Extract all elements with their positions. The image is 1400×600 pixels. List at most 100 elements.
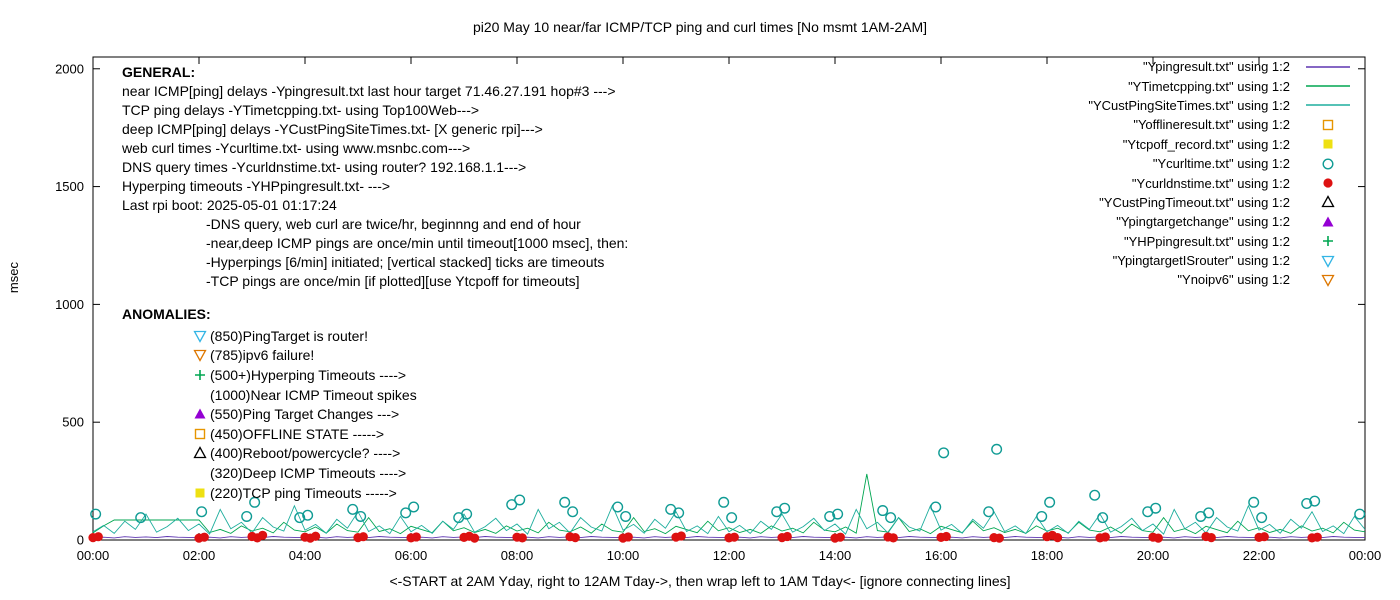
open-triangle-icon [1300, 194, 1356, 210]
anomaly-label: (320)Deep ICMP Timeouts ----> [210, 464, 407, 481]
svg-text:20:00: 20:00 [1137, 548, 1170, 563]
legend-label: "YCustPingTimeout.txt" using 1:2 [1099, 194, 1290, 210]
svg-text:500: 500 [62, 415, 84, 430]
svg-text:1500: 1500 [55, 179, 84, 194]
legend-label: "Ynoipv6" using 1:2 [1177, 272, 1290, 288]
legend-row: "YpingtargetISrouter" using 1:2 [1088, 251, 1356, 270]
svg-text:2000: 2000 [55, 61, 84, 76]
legend-label: "YTimetcpping.txt" using 1:2 [1128, 78, 1290, 94]
annotation-note: -DNS query, web curl are twice/hr, begin… [206, 216, 581, 232]
line-sample-icon [1300, 78, 1356, 94]
legend: "Ypingresult.txt" using 1:2 "YTimetcppin… [1088, 57, 1356, 290]
annotation-line: near ICMP[ping] delays -Ypingresult.txt … [122, 83, 616, 99]
no-marker [193, 387, 208, 403]
legend-row: "Ynoipv6" using 1:2 [1088, 270, 1356, 289]
open-triangle-icon [193, 445, 208, 461]
legend-label: "YCustPingSiteTimes.txt" using 1:2 [1088, 97, 1290, 113]
legend-row: "Yofflineresult.txt" using 1:2 [1088, 115, 1356, 134]
legend-row: "Ypingresult.txt" using 1:2 [1088, 57, 1356, 76]
legend-label: "Ypingresult.txt" using 1:2 [1142, 59, 1290, 75]
svg-text:04:00: 04:00 [289, 548, 322, 563]
anomaly-row: (320)Deep ICMP Timeouts ----> [122, 463, 417, 483]
legend-row: "Ypingtargetchange" using 1:2 [1088, 212, 1356, 231]
annotation-line: Hyperping timeouts -YHPpingresult.txt- -… [122, 178, 391, 194]
filled-square-icon [193, 485, 208, 501]
legend-row: "Ycurltime.txt" using 1:2 [1088, 154, 1356, 173]
legend-row: "Ytcpoff_record.txt" using 1:2 [1088, 135, 1356, 154]
svg-text:14:00: 14:00 [819, 548, 852, 563]
svg-text:12:00: 12:00 [713, 548, 746, 563]
svg-text:0: 0 [77, 533, 84, 548]
anomaly-row: (400)Reboot/powercycle? ----> [122, 444, 417, 464]
line-sample-icon [1300, 59, 1356, 75]
x-axis-label: <-START at 2AM Yday, right to 12AM Tday-… [389, 573, 1011, 589]
filled-triangle-icon [193, 406, 208, 422]
anomaly-row: (550)Ping Target Changes ---> [122, 404, 417, 424]
annotation-note: -TCP pings are once/min [if plotted][use… [206, 273, 580, 289]
filled-square-icon [1300, 136, 1356, 152]
annotation-line: DNS query times -Ycurldnstime.txt- using… [122, 159, 527, 175]
svg-text:16:00: 16:00 [925, 548, 958, 563]
open-square-icon [193, 426, 208, 442]
legend-label: "YHPpingresult.txt" using 1:2 [1123, 233, 1290, 249]
plus-icon [193, 367, 208, 383]
chart-title: pi20 May 10 near/far ICMP/TCP ping and c… [472, 19, 928, 35]
legend-row: "YHPpingresult.txt" using 1:2 [1088, 232, 1356, 251]
general-heading: GENERAL: [122, 64, 196, 80]
legend-label: "Ycurldnstime.txt" using 1:2 [1131, 175, 1290, 191]
down-triangle-icon [1300, 272, 1356, 288]
legend-row: "Ycurldnstime.txt" using 1:2 [1088, 173, 1356, 192]
legend-row: "YCustPingSiteTimes.txt" using 1:2 [1088, 96, 1356, 115]
filled-triangle-icon [1300, 214, 1356, 230]
plus-icon [1300, 233, 1356, 249]
svg-text:02:00: 02:00 [183, 548, 216, 563]
filled-circle-icon [1300, 175, 1356, 191]
anomaly-label: (500+)Hyperping Timeouts ----> [210, 366, 407, 383]
anomaly-row: (220)TCP ping Timeouts -----> [122, 483, 417, 503]
general-annotation-block: GENERAL: near ICMP[ping] delays -Ypingre… [122, 63, 628, 291]
legend-label: "YpingtargetISrouter" using 1:2 [1112, 253, 1290, 269]
svg-text:08:00: 08:00 [501, 548, 534, 563]
anomaly-row: (785)ipv6 failure! [122, 346, 417, 366]
svg-text:00:00: 00:00 [1349, 548, 1382, 563]
legend-label: "Yofflineresult.txt" using 1:2 [1133, 117, 1290, 133]
anomaly-row: (850)PingTarget is router! [122, 326, 417, 346]
svg-text:1000: 1000 [55, 297, 84, 312]
legend-row: "YCustPingTimeout.txt" using 1:2 [1088, 193, 1356, 212]
legend-label: "Ycurltime.txt" using 1:2 [1152, 156, 1290, 172]
anomaly-label: (850)PingTarget is router! [210, 327, 368, 344]
anomaly-row: (500+)Hyperping Timeouts ----> [122, 365, 417, 385]
anomalies-heading: ANOMALIES: [122, 306, 211, 322]
anomaly-row: (450)OFFLINE STATE -----> [122, 424, 417, 444]
svg-text:00:00: 00:00 [77, 548, 110, 563]
anomaly-label: (400)Reboot/powercycle? ----> [210, 445, 401, 462]
down-triangle-icon [193, 328, 208, 344]
annotation-line: deep ICMP[ping] delays -YCustPingSiteTim… [122, 121, 543, 137]
anomaly-label: (1000)Near ICMP Timeout spikes [210, 386, 417, 403]
anomaly-row: (1000)Near ICMP Timeout spikes [122, 385, 417, 405]
down-triangle-icon [193, 347, 208, 363]
annotation-note: -Hyperpings [6/min] initiated; [vertical… [206, 254, 605, 270]
line-sample-icon [1300, 97, 1356, 113]
legend-label: "Ytcpoff_record.txt" using 1:2 [1122, 136, 1290, 152]
open-circle-icon [1300, 156, 1356, 172]
annotation-line: TCP ping delays -YTimetcpping.txt- using… [122, 102, 480, 118]
annotation-note: -near,deep ICMP pings are once/min until… [206, 235, 629, 251]
svg-text:06:00: 06:00 [395, 548, 428, 563]
annotation-line: web curl times -Ycurltime.txt- using www… [122, 140, 471, 156]
open-square-icon [1300, 117, 1356, 133]
anomalies-annotation-block: ANOMALIES: (850)PingTarget is router! (7… [122, 306, 417, 502]
down-triangle-icon [1300, 253, 1356, 269]
svg-text:18:00: 18:00 [1031, 548, 1064, 563]
y-axis-label: msec [6, 262, 21, 294]
anomaly-label: (220)TCP ping Timeouts -----> [210, 484, 397, 501]
anomaly-label: (550)Ping Target Changes ---> [210, 406, 400, 423]
legend-label: "Ypingtargetchange" using 1:2 [1116, 214, 1290, 230]
anomaly-label: (785)ipv6 failure! [210, 347, 315, 364]
annotation-line: Last rpi boot: 2025-05-01 01:17:24 [122, 197, 337, 213]
svg-text:22:00: 22:00 [1243, 548, 1276, 563]
anomaly-label: (450)OFFLINE STATE -----> [210, 425, 385, 442]
no-marker [193, 465, 208, 481]
svg-text:10:00: 10:00 [607, 548, 640, 563]
